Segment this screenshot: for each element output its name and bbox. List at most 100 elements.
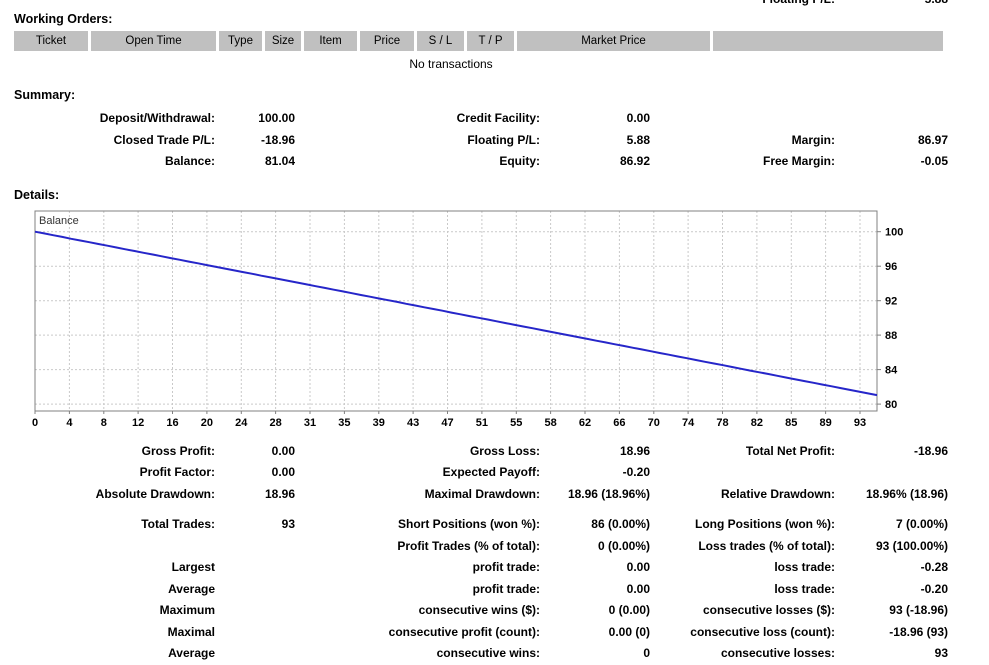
details-stat-value: 7 (0.00%) [895,517,948,531]
details-stat-value: 18.96 [264,486,295,501]
details-stat-value: 93 [281,517,295,531]
details-stat-value: -0.20 [622,465,650,479]
details-stat-value: -0.20 [920,581,948,596]
details-stat-label: Gross Loss: [469,443,540,458]
details-stat-value [215,536,295,558]
summary-stat-value: 86.92 [619,154,650,168]
column-header-ticket: Ticket [14,31,88,51]
column-header-price: Price [360,31,414,51]
summary-grid: Deposit/Withdrawal: 100.00 Credit Facility… [14,108,975,173]
details-stat-label: consecutive losses: [720,646,835,660]
summary-stat-label: Equity: [499,154,540,168]
x-axis-tick-label: 66 [613,417,625,429]
details-stat-value: 0 [643,646,650,660]
floating-pl-cut-value: 5.88 [835,0,948,6]
details-stat-value: 0.00 [626,581,650,596]
summary-stat-label: Balance: [164,154,215,168]
details-stat-value: 86 (0.00%) [591,517,650,531]
summary-stat-value: 81.04 [264,154,295,168]
summary-stat-label [650,108,835,130]
balance-chart: 100 96 92 88 84 80 0 4 8 12 16 20 24 28 31 35 39 43 47 51 55… [32,210,903,429]
details-stat-label: Maximal Drawdown: [424,486,540,501]
summary-stat-value: 5.88 [626,132,650,147]
x-axis-tick-label: 16 [166,417,178,429]
details-stat-label: consecutive profit (count): [388,624,540,639]
summary-stat-label: Floating P/L: [467,132,540,147]
details-stat-value: 0.00 [271,465,295,479]
details-stat-label: consecutive losses ($): [702,603,835,617]
column-header-blank [713,31,943,51]
summary-stat-value: -0.05 [920,154,948,168]
details-stat-label: Absolute Drawdown: [95,486,215,501]
column-header-t-p: T / P [467,31,514,51]
column-header-open-time: Open Time [91,31,216,51]
summary-stat-value: -18.96 [260,132,295,147]
working-orders-heading: Working Orders: [14,12,113,26]
x-axis-tick-label: 43 [407,417,419,429]
y-axis-tick-label: 88 [885,330,897,342]
details-stat-label: Gross Profit: [141,443,215,458]
x-axis-tick-label: 74 [682,417,695,429]
x-axis-tick-label: 12 [132,417,144,429]
x-axis-tick-label: 0 [32,417,38,429]
x-axis-tick-label: 39 [373,417,385,429]
details-stat-value [835,462,948,484]
details-stat-value: 93 (-18.96) [889,603,948,617]
y-axis-tick-label: 92 [885,295,897,307]
no-transactions-message: No transactions [409,57,493,71]
details-stat-value [215,600,295,622]
summary-stat-label: Credit Facility: [456,111,540,125]
details-stat-value: 0 (0.00%) [597,538,650,553]
details-stat-value: 93 [934,646,948,660]
details-stat-label: Relative Drawdown: [720,486,835,501]
y-axis-tick-label: 84 [885,364,898,376]
summary-stat-label: Deposit/Withdrawal: [99,111,215,125]
details-stat-label: Largest [171,560,215,574]
summary-stat-value: 86.97 [917,132,948,147]
y-axis-tick-label: 100 [885,226,903,238]
details-stat-label: Loss trades (% of total): [698,538,835,553]
details-stat-label: Expected Payoff: [442,465,540,479]
x-axis-tick-label: 89 [819,417,831,429]
summary-stat-value [835,108,948,130]
details-stats-top: Gross Profit: 0.00 Gross Loss: 18.96 Total N… [14,441,975,506]
details-stat-value: 18.96% (18.96) [865,486,948,501]
details-stat-label: profit trade: [472,581,540,596]
y-axis-tick-label: 96 [885,261,897,273]
details-stat-value: -18.96 [913,443,948,458]
summary-stat-value: 0.00 [626,111,650,125]
x-axis-tick-label: 78 [716,417,728,429]
x-axis-tick-label: 35 [338,417,350,429]
details-stat-label [650,462,835,484]
details-stat-value: -0.28 [920,560,948,574]
x-axis-tick-label: 4 [66,417,73,429]
details-stat-value: 93 (100.00%) [875,538,948,553]
x-axis-tick-label: 20 [201,417,213,429]
column-header-type: Type [219,31,262,51]
details-stat-value [215,557,295,579]
balance-line-series [34,230,878,396]
x-axis-tick-label: 24 [235,417,248,429]
details-stat-label: Maximum [159,603,215,617]
details-stat-value [215,622,295,644]
details-stat-label: loss trade: [774,581,835,596]
cut-off-floating-pl-row: Floating P/L: 5.88 [14,0,975,6]
details-stat-label [14,536,215,558]
x-axis-tick-label: 8 [101,417,107,429]
x-axis-tick-label: 58 [544,417,556,429]
balance-series-label: Balance [39,215,79,227]
details-stat-label: Average [168,581,215,596]
details-stat-label: Profit Trades (% of total): [397,538,540,553]
details-stat-value: -18.96 (93) [889,624,948,639]
x-axis-tick-label: 31 [304,417,316,429]
details-stat-label: Maximal [167,624,215,639]
details-stat-label: Average [168,646,215,660]
details-heading: Details: [14,187,60,202]
details-stat-label: Profit Factor: [139,465,215,479]
x-axis-tick-label: 62 [579,417,591,429]
details-stat-value: 0.00 (0) [608,624,650,639]
details-stat-value [215,643,295,665]
x-axis-tick-label: 47 [441,417,453,429]
x-axis-tick-label: 28 [269,417,281,429]
column-header-market-price: Market Price [517,31,710,51]
